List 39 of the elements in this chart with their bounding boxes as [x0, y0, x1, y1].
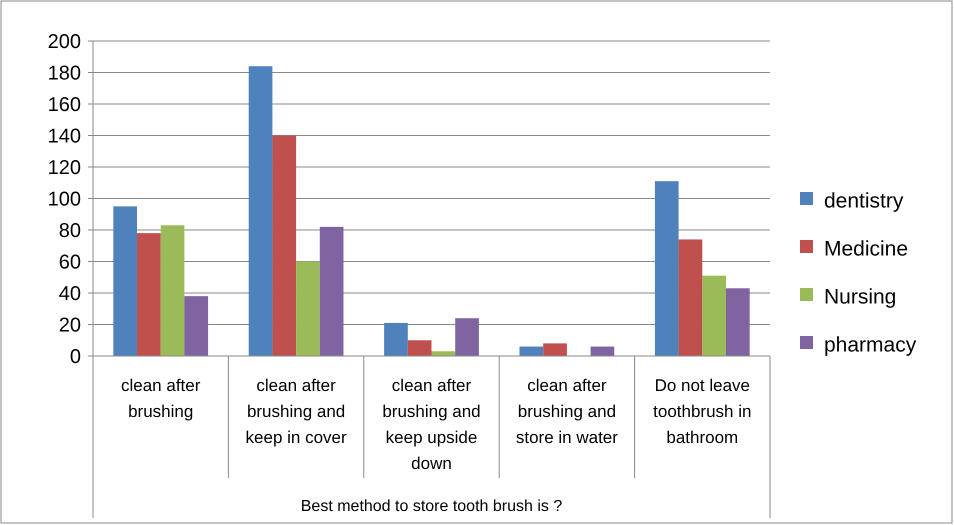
bar: [137, 233, 161, 356]
bar: [726, 288, 750, 356]
bar: [654, 181, 679, 356]
y-tick-label: 180: [48, 62, 81, 84]
bar: [160, 225, 184, 356]
bar: [113, 206, 138, 356]
x-tick-label: clean after brushing and store in water: [516, 376, 618, 447]
bar: [248, 66, 272, 356]
x-tick-label: clean after brushing and keep in cover: [246, 376, 347, 447]
y-tick-label: 80: [58, 220, 81, 242]
bar: [184, 296, 208, 356]
y-tick-label: 100: [48, 188, 81, 210]
y-tick-label: 20: [58, 314, 81, 336]
x-axis-title: Best method to store tooth brush is ?: [300, 498, 562, 515]
x-tick-label: clean after brushing: [121, 376, 201, 421]
bar: [320, 226, 344, 356]
bar: [296, 262, 320, 356]
bar: [272, 136, 296, 356]
bar: [408, 340, 432, 356]
y-tick-label: 200: [48, 31, 81, 53]
y-tick-label: 0: [70, 346, 81, 368]
bar: [543, 343, 567, 356]
y-tick-label: 60: [58, 252, 81, 274]
legend-label: dentistry: [824, 189, 904, 212]
bar: [702, 276, 726, 356]
bar: [590, 346, 614, 356]
x-tick-label: clean after brushing and keep upside down: [382, 376, 481, 473]
bar: [384, 322, 408, 356]
bar: [678, 239, 702, 356]
bar: [455, 318, 479, 356]
legend-label: Nursing: [824, 285, 896, 308]
y-tick-label: 160: [48, 94, 81, 116]
x-tick-label: Do not leave toothbrush in bathroom: [653, 376, 752, 447]
y-tick-label: 40: [58, 283, 81, 305]
y-tick-label: 120: [48, 157, 81, 179]
bar: [520, 346, 544, 356]
y-tick-label: 140: [48, 126, 81, 148]
legend-label: pharmacy: [824, 333, 917, 356]
legend-label: Medicine: [824, 237, 908, 260]
